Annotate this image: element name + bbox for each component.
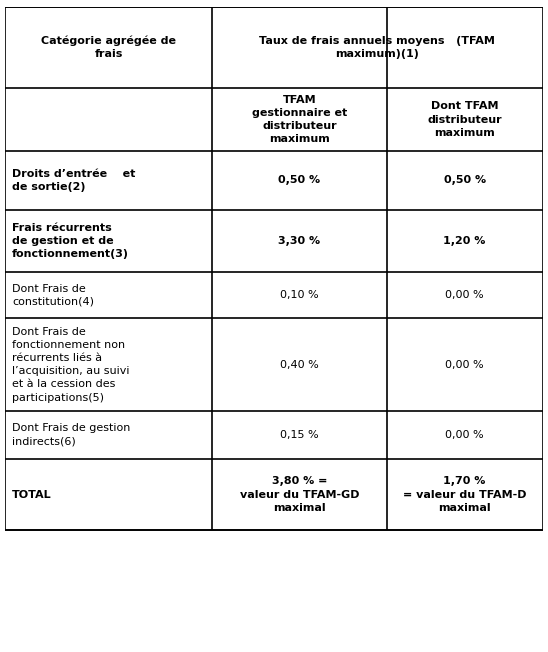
- Text: Dont TFAM
distributeur
maximum: Dont TFAM distributeur maximum: [427, 102, 502, 138]
- Text: 1,20 %: 1,20 %: [443, 236, 486, 246]
- Text: Taux de frais annuels moyens   (TFAM
maximum)(1): Taux de frais annuels moyens (TFAM maxim…: [259, 36, 495, 59]
- Text: 0,00 %: 0,00 %: [446, 430, 484, 440]
- Text: Dont Frais de
constitution(4): Dont Frais de constitution(4): [12, 284, 94, 307]
- Text: Dont Frais de gestion
indirects(6): Dont Frais de gestion indirects(6): [12, 423, 130, 447]
- Text: 3,30 %: 3,30 %: [278, 236, 321, 246]
- Text: 0,50 %: 0,50 %: [278, 175, 321, 185]
- Text: 1,70 %
= valeur du TFAM-D
maximal: 1,70 % = valeur du TFAM-D maximal: [403, 477, 527, 513]
- Text: 0,40 %: 0,40 %: [280, 360, 319, 370]
- Text: Dont Frais de
fonctionnement non
récurrents liés à
l’acquisition, au suivi
et à : Dont Frais de fonctionnement non récurre…: [12, 327, 129, 403]
- Bar: [5, 7, 543, 531]
- Text: Droits d’entrée    et
de sortie(2): Droits d’entrée et de sortie(2): [12, 169, 135, 192]
- Text: 0,00 %: 0,00 %: [446, 290, 484, 301]
- Text: 0,00 %: 0,00 %: [446, 360, 484, 370]
- Text: 0,10 %: 0,10 %: [280, 290, 319, 301]
- Text: Frais récurrents
de gestion et de
fonctionnement(3): Frais récurrents de gestion et de foncti…: [12, 223, 129, 259]
- Text: TOTAL: TOTAL: [12, 490, 52, 499]
- Text: 3,80 % =
valeur du TFAM-GD
maximal: 3,80 % = valeur du TFAM-GD maximal: [240, 477, 359, 513]
- Text: TFAM
gestionnaire et
distributeur
maximum: TFAM gestionnaire et distributeur maximu…: [252, 95, 347, 144]
- Text: 0,15 %: 0,15 %: [280, 430, 319, 440]
- Text: Catégorie agrégée de
frais: Catégorie agrégée de frais: [41, 36, 176, 59]
- Text: 0,50 %: 0,50 %: [443, 175, 486, 185]
